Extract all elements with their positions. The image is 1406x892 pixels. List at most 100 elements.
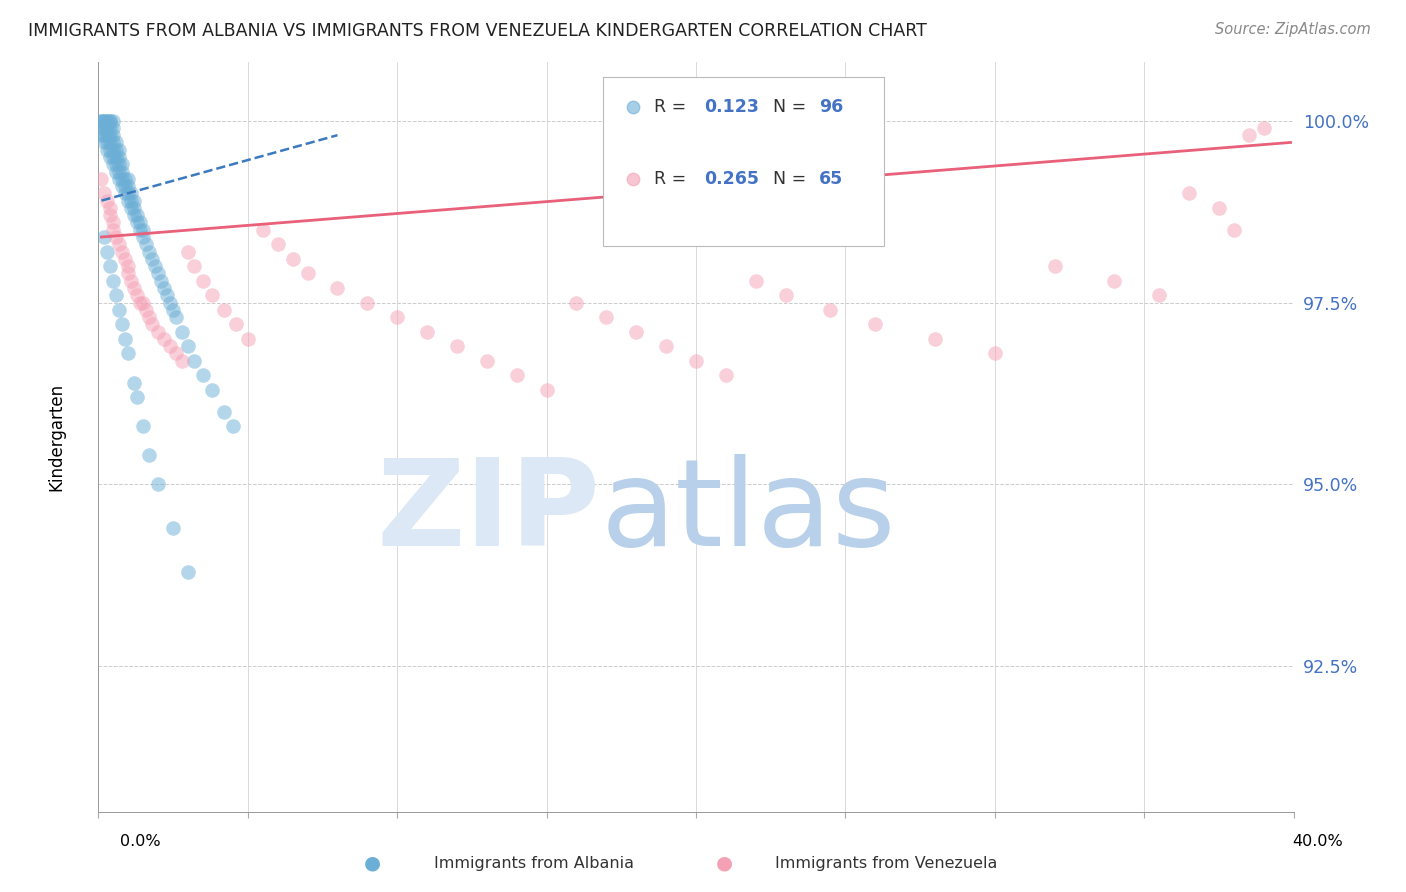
Point [267, 237, 290, 252]
Point [506, 368, 529, 383]
Point [1237, 128, 1260, 143]
Point [135, 302, 157, 317]
Point [108, 237, 131, 252]
Point [183, 259, 205, 273]
Point [1104, 274, 1126, 288]
Point [124, 281, 146, 295]
Point [98, 143, 122, 157]
Point [108, 171, 131, 186]
Point [865, 318, 887, 332]
Point [114, 179, 136, 194]
Point [98, 113, 122, 128]
Point [96, 120, 118, 135]
Point [90, 128, 112, 143]
Point [1043, 259, 1066, 273]
Point [172, 325, 194, 339]
Point [356, 295, 378, 310]
Point [90, 120, 112, 135]
Point [626, 325, 648, 339]
Point [1208, 201, 1230, 215]
Point [222, 419, 245, 434]
Point [153, 332, 176, 346]
Point [127, 208, 149, 222]
Point [201, 288, 224, 302]
Point [93, 230, 115, 244]
Point [111, 157, 134, 171]
Text: 0.123: 0.123 [704, 98, 759, 116]
Point [156, 288, 179, 302]
Point [127, 215, 149, 229]
Point [111, 244, 134, 259]
Point [153, 281, 176, 295]
Point [117, 186, 139, 201]
Point [132, 419, 155, 434]
Point [93, 186, 115, 201]
Point [111, 164, 134, 178]
Point [129, 215, 152, 229]
Point [177, 565, 200, 579]
Point [117, 171, 139, 186]
Point [183, 353, 205, 368]
Point [120, 186, 142, 201]
Text: Source: ZipAtlas.com: Source: ZipAtlas.com [1215, 22, 1371, 37]
Point [93, 120, 115, 135]
Point [446, 339, 468, 353]
Point [714, 368, 737, 383]
Point [565, 295, 588, 310]
Point [984, 346, 1007, 360]
Point [150, 274, 173, 288]
Point [105, 288, 128, 302]
Point [177, 339, 200, 353]
Text: 40.0%: 40.0% [1292, 834, 1343, 849]
Point [236, 332, 259, 346]
Point [105, 136, 128, 150]
Point [111, 171, 134, 186]
Point [141, 318, 163, 332]
Point [103, 215, 125, 229]
Point [120, 201, 142, 215]
Point [595, 310, 617, 324]
Text: 0.0%: 0.0% [120, 834, 160, 849]
Text: 65: 65 [820, 169, 844, 187]
Point [143, 259, 166, 273]
Point [103, 136, 125, 150]
Point [98, 259, 122, 273]
Point [117, 194, 139, 208]
Point [129, 295, 152, 310]
Point [105, 150, 128, 164]
Point [132, 230, 155, 244]
Point [93, 113, 115, 128]
Point [165, 310, 187, 324]
Text: atlas: atlas [600, 453, 896, 571]
Point [96, 244, 118, 259]
Point [655, 339, 678, 353]
Point [120, 274, 142, 288]
Point [111, 179, 134, 194]
Point [98, 201, 122, 215]
Point [98, 120, 122, 135]
Point [685, 353, 707, 368]
Point [124, 376, 146, 390]
Point [1223, 223, 1246, 237]
Text: 96: 96 [820, 98, 844, 116]
Point [385, 310, 409, 324]
Point [141, 252, 163, 266]
Text: Kindergarten: Kindergarten [48, 383, 66, 491]
Point [536, 383, 558, 397]
Point [177, 244, 200, 259]
Point [103, 143, 125, 157]
Point [159, 339, 181, 353]
Point [103, 223, 125, 237]
Point [96, 143, 118, 157]
Point [212, 302, 235, 317]
Point [159, 295, 181, 310]
Text: R =: R = [654, 98, 692, 116]
Point [225, 318, 247, 332]
Point [96, 194, 118, 208]
Point [90, 171, 112, 186]
Point [132, 295, 155, 310]
Point [98, 128, 122, 143]
Point [191, 274, 214, 288]
Text: ●: ● [364, 854, 381, 873]
Point [90, 113, 112, 128]
